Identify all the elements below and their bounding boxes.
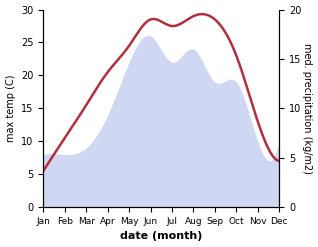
Y-axis label: max temp (C): max temp (C) xyxy=(5,75,16,142)
Y-axis label: med. precipitation (kg/m2): med. precipitation (kg/m2) xyxy=(302,43,313,174)
X-axis label: date (month): date (month) xyxy=(120,231,203,242)
